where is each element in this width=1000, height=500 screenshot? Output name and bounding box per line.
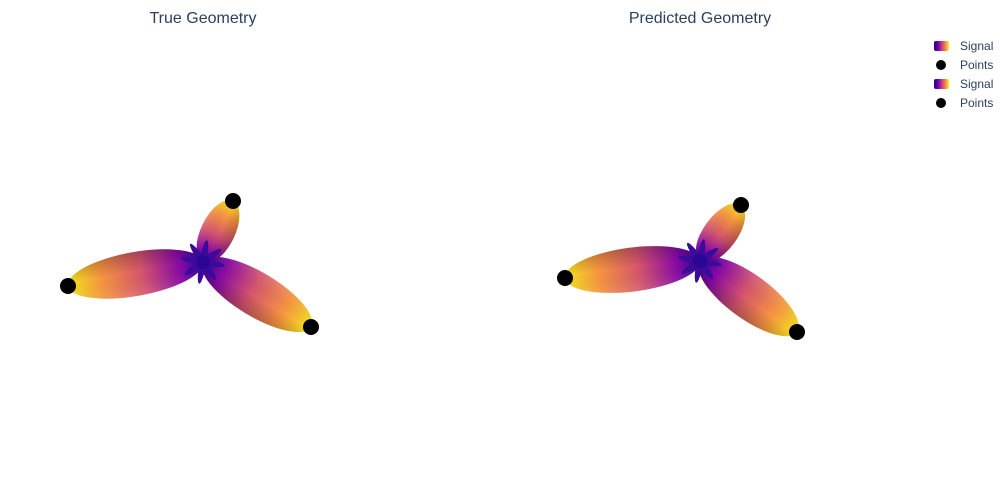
point-marker <box>225 193 241 209</box>
marker-swatch-icon <box>928 93 954 112</box>
signal-core <box>181 240 225 284</box>
true-geometry-scene[interactable] <box>60 193 322 346</box>
legend-label: Points <box>960 95 994 110</box>
surface-swatch-icon <box>928 74 954 93</box>
point-marker <box>557 270 573 286</box>
predicted-geometry-scene[interactable] <box>557 195 810 350</box>
surface-swatch-icon <box>928 36 954 55</box>
signal-lobe-left <box>67 249 204 299</box>
point-marker <box>60 278 76 294</box>
point-marker <box>789 324 805 340</box>
point-marker <box>303 319 319 335</box>
panel-title-predicted: Predicted Geometry <box>628 10 772 27</box>
legend-item-signal[interactable]: Signal <box>928 36 1000 55</box>
legend-item-signal[interactable]: Signal <box>928 74 1000 93</box>
legend-label: Points <box>960 57 994 72</box>
panel-title-true: True Geometry <box>149 10 257 27</box>
legend-item-points[interactable]: Points <box>928 55 1000 74</box>
legend-label: Signal <box>960 38 994 53</box>
legend-label: Signal <box>960 76 994 91</box>
signal-lobe-left <box>564 246 701 293</box>
signal-lobe-down-right <box>698 256 799 337</box>
signal-lobe-up <box>695 203 746 263</box>
legend: Signal Points Signal Points <box>928 36 1000 112</box>
signal-lobe-down-right <box>201 256 313 333</box>
marker-swatch-icon <box>928 55 954 74</box>
signal-core <box>678 239 722 283</box>
point-marker <box>733 197 749 213</box>
legend-item-points[interactable]: Points <box>928 93 1000 112</box>
